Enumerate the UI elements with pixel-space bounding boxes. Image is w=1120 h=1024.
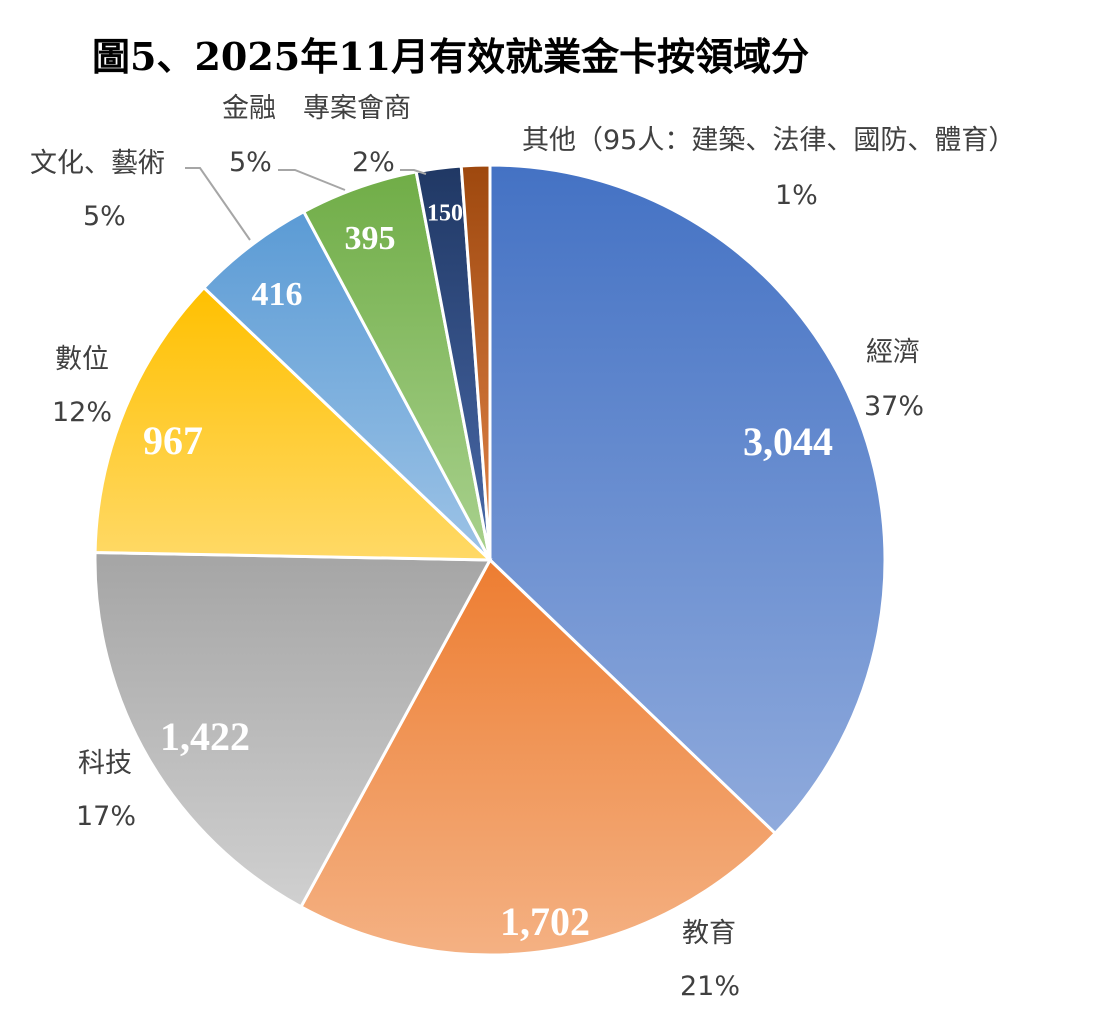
pie-slice-3	[93, 550, 493, 909]
value-label-2: 1,702	[500, 899, 590, 944]
percent-label-6: 5%	[229, 147, 272, 178]
chart-title: 圖5、2025年11月有效就業金卡按領域分	[92, 34, 809, 79]
category-label-5: 文化、藝術	[30, 148, 165, 179]
category-label-3: 科技	[78, 748, 132, 779]
leader-line-5	[185, 167, 251, 241]
value-label-3: 1,422	[160, 714, 250, 759]
percent-label-5: 5%	[83, 201, 126, 232]
pie-slice-1	[488, 163, 887, 836]
percent-label-3: 17%	[76, 801, 136, 832]
percent-label-8: 1%	[775, 180, 818, 211]
pie-slices	[93, 163, 887, 957]
pie-slice-4	[93, 285, 494, 562]
value-label-7: 150	[427, 201, 463, 227]
leader-line-7	[400, 169, 427, 175]
pie-slice-2	[298, 557, 778, 957]
percent-label-2: 21%	[680, 971, 740, 1002]
percent-label-4: 12%	[52, 397, 112, 428]
value-label-5: 416	[252, 276, 303, 313]
category-label-4: 數位	[55, 344, 109, 375]
category-label-1: 經濟	[866, 337, 920, 368]
leader-line-6	[278, 169, 346, 191]
pie-slice-8	[459, 163, 492, 561]
leader-lines	[185, 167, 427, 241]
percent-label-7: 2%	[352, 147, 395, 178]
category-labels: 經濟 37% 教育 21% 科技 17% 數位 12% 文化、藝術 5% 金融 專案會商 5% 2% 其他…	[30, 93, 1015, 1002]
value-label-1: 3,044	[743, 419, 833, 464]
category-label-6: 金融 專案會商	[222, 93, 411, 124]
percent-label-1: 37%	[864, 391, 924, 422]
value-label-4: 967	[143, 418, 203, 463]
category-label-2: 教育	[682, 918, 736, 949]
value-label-6: 395	[345, 220, 396, 257]
category-label-8: 其他（95人：建築、法律、國防、體育）	[522, 125, 1015, 156]
value-labels: 3,044 1,702 1,422 967 416 395 150	[143, 201, 833, 945]
